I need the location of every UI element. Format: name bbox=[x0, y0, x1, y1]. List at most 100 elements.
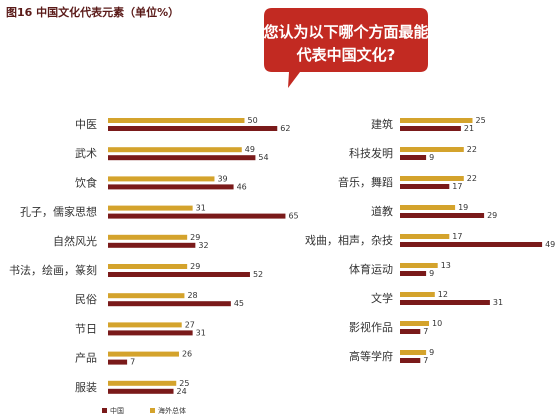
value-label-overseas: 29 bbox=[190, 233, 200, 242]
value-label-overseas: 22 bbox=[467, 145, 477, 154]
category-label: 科技发明 bbox=[349, 146, 393, 160]
value-label-overseas: 26 bbox=[182, 350, 192, 359]
value-label-china: 45 bbox=[234, 299, 244, 308]
category-label: 饮食 bbox=[75, 175, 97, 189]
bar-china bbox=[108, 213, 286, 219]
value-label-overseas: 9 bbox=[429, 348, 434, 357]
bar-overseas bbox=[400, 292, 435, 297]
bar-china bbox=[400, 300, 490, 305]
bar-overseas bbox=[108, 176, 215, 182]
legend-swatch-overseas bbox=[150, 408, 155, 413]
value-label-overseas: 12 bbox=[438, 290, 448, 299]
value-label-china: 7 bbox=[423, 356, 428, 365]
value-label-china: 24 bbox=[177, 387, 187, 396]
value-label-china: 9 bbox=[429, 269, 434, 278]
category-label: 文学 bbox=[371, 291, 393, 305]
value-label-china: 7 bbox=[130, 358, 135, 367]
bar-china bbox=[108, 155, 256, 161]
callout-line-1: 您认为以下哪个方面最能 bbox=[262, 23, 428, 41]
legend-label-overseas: 海外总体 bbox=[158, 406, 186, 415]
bar-china bbox=[400, 126, 461, 131]
bar-overseas bbox=[400, 176, 464, 181]
bar-china bbox=[108, 126, 278, 131]
legend-label-china: 中国 bbox=[110, 406, 124, 415]
category-label: 孔子，儒家思想 bbox=[20, 205, 97, 219]
bar-overseas bbox=[108, 351, 179, 357]
category-label: 产品 bbox=[75, 351, 97, 365]
value-label-china: 54 bbox=[258, 153, 268, 162]
category-label: 戏曲，相声，杂技 bbox=[305, 233, 393, 247]
value-label-china: 49 bbox=[545, 240, 555, 249]
value-label-overseas: 13 bbox=[441, 261, 451, 270]
bar-overseas bbox=[108, 380, 177, 386]
category-label: 民俗 bbox=[75, 293, 97, 306]
bar-overseas bbox=[400, 234, 450, 239]
bar-china bbox=[108, 272, 250, 277]
category-label: 自然风光 bbox=[53, 234, 97, 248]
value-label-overseas: 19 bbox=[458, 203, 468, 212]
category-label: 高等学府 bbox=[349, 349, 393, 363]
category-label: 道教 bbox=[371, 204, 393, 218]
value-label-china: 29 bbox=[487, 211, 497, 220]
value-label-overseas: 10 bbox=[432, 319, 442, 328]
legend-swatch-china bbox=[102, 408, 107, 413]
category-label: 音乐，舞蹈 bbox=[338, 175, 393, 189]
category-label: 体育运动 bbox=[349, 262, 393, 276]
bar-china bbox=[400, 329, 421, 334]
category-label: 节日 bbox=[75, 322, 97, 335]
bar-china bbox=[400, 271, 427, 276]
value-label-overseas: 25 bbox=[476, 116, 486, 125]
bar-china bbox=[400, 358, 421, 363]
bar-china bbox=[108, 242, 196, 248]
value-label-overseas: 17 bbox=[452, 232, 462, 241]
bar-china bbox=[400, 213, 485, 218]
chart-title: 图16 中国文化代表元素（单位%） bbox=[6, 5, 179, 19]
bar-china bbox=[108, 184, 234, 190]
bar-overseas bbox=[108, 118, 245, 123]
value-label-china: 62 bbox=[280, 124, 290, 133]
value-label-overseas: 28 bbox=[187, 291, 197, 300]
callout-line-2: 代表中国文化? bbox=[296, 46, 396, 64]
bar-overseas bbox=[108, 147, 242, 153]
value-label-china: 7 bbox=[423, 327, 428, 336]
value-label-china: 32 bbox=[198, 241, 208, 250]
value-label-china: 65 bbox=[288, 212, 298, 221]
category-label: 建筑 bbox=[371, 117, 393, 131]
value-label-overseas: 27 bbox=[185, 320, 195, 329]
value-label-overseas: 31 bbox=[196, 204, 206, 213]
category-label: 中医 bbox=[75, 118, 97, 131]
bar-overseas bbox=[400, 350, 427, 355]
value-label-china: 52 bbox=[253, 270, 263, 279]
legend: 中国 海外总体 bbox=[102, 406, 186, 415]
bar-overseas bbox=[400, 321, 429, 326]
bar-china bbox=[108, 301, 231, 307]
category-label: 武术 bbox=[75, 147, 97, 160]
bar-china bbox=[400, 155, 427, 160]
callout-bubble-shape bbox=[264, 8, 428, 88]
value-label-china: 9 bbox=[429, 153, 434, 162]
value-label-overseas: 49 bbox=[245, 145, 255, 154]
value-label-china: 46 bbox=[237, 182, 247, 191]
bar-overseas bbox=[400, 205, 456, 210]
bar-china bbox=[400, 242, 543, 247]
bar-overseas bbox=[108, 234, 188, 240]
bar-china bbox=[400, 184, 450, 189]
value-label-china: 31 bbox=[196, 328, 206, 337]
bar-overseas bbox=[400, 263, 438, 268]
value-label-china: 21 bbox=[464, 124, 474, 133]
bar-china bbox=[108, 388, 174, 394]
bar-overseas bbox=[400, 147, 464, 152]
value-label-overseas: 50 bbox=[248, 116, 258, 125]
bar-china bbox=[108, 330, 193, 336]
category-label: 服装 bbox=[75, 381, 97, 394]
bar-overseas bbox=[400, 118, 473, 123]
bar-overseas bbox=[108, 264, 188, 269]
value-label-overseas: 29 bbox=[190, 262, 200, 271]
category-label: 影视作品 bbox=[349, 320, 393, 334]
category-label: 书法，绘画，篆刻 bbox=[9, 263, 97, 277]
question-callout: 您认为以下哪个方面最能 代表中国文化? bbox=[262, 8, 429, 88]
